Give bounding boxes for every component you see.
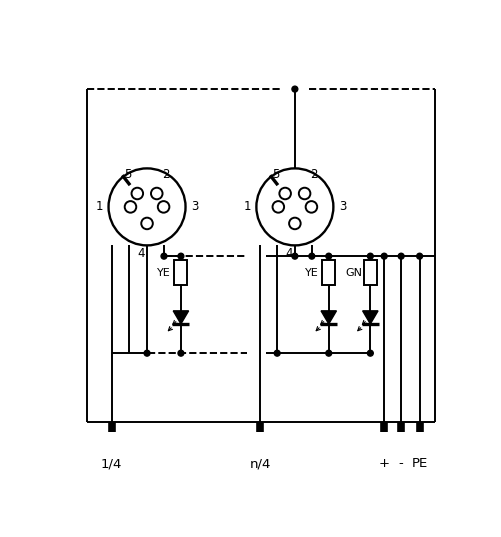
- Text: +: +: [379, 457, 390, 470]
- Text: 1/4: 1/4: [101, 457, 122, 470]
- Circle shape: [381, 253, 387, 259]
- Text: 5: 5: [125, 168, 132, 181]
- Circle shape: [367, 350, 373, 356]
- Text: 2: 2: [162, 168, 170, 181]
- Circle shape: [326, 253, 332, 259]
- Circle shape: [178, 253, 184, 259]
- Text: -: -: [399, 457, 403, 470]
- Circle shape: [367, 253, 373, 259]
- Bar: [364, 260, 377, 286]
- Text: PE: PE: [411, 457, 428, 470]
- Text: 3: 3: [339, 200, 346, 213]
- Text: YE: YE: [305, 268, 319, 278]
- Text: GN: GN: [345, 268, 362, 278]
- Bar: [322, 260, 335, 286]
- Text: 3: 3: [191, 200, 198, 213]
- Polygon shape: [321, 311, 337, 324]
- Text: 2: 2: [310, 168, 318, 181]
- Circle shape: [326, 350, 332, 356]
- Text: 1: 1: [96, 200, 103, 213]
- Text: 1: 1: [243, 200, 251, 213]
- Polygon shape: [173, 311, 188, 324]
- Circle shape: [398, 253, 404, 259]
- Circle shape: [292, 253, 298, 259]
- Circle shape: [144, 350, 150, 356]
- Text: 4: 4: [285, 246, 293, 259]
- Circle shape: [178, 350, 184, 356]
- Polygon shape: [363, 311, 378, 324]
- Text: YE: YE: [157, 268, 171, 278]
- Circle shape: [309, 253, 315, 259]
- Circle shape: [292, 86, 298, 92]
- Circle shape: [417, 253, 422, 259]
- Text: n/4: n/4: [249, 457, 271, 470]
- Circle shape: [161, 253, 167, 259]
- Text: 4: 4: [137, 246, 145, 259]
- Circle shape: [274, 350, 280, 356]
- Bar: [174, 260, 187, 286]
- Text: 5: 5: [273, 168, 280, 181]
